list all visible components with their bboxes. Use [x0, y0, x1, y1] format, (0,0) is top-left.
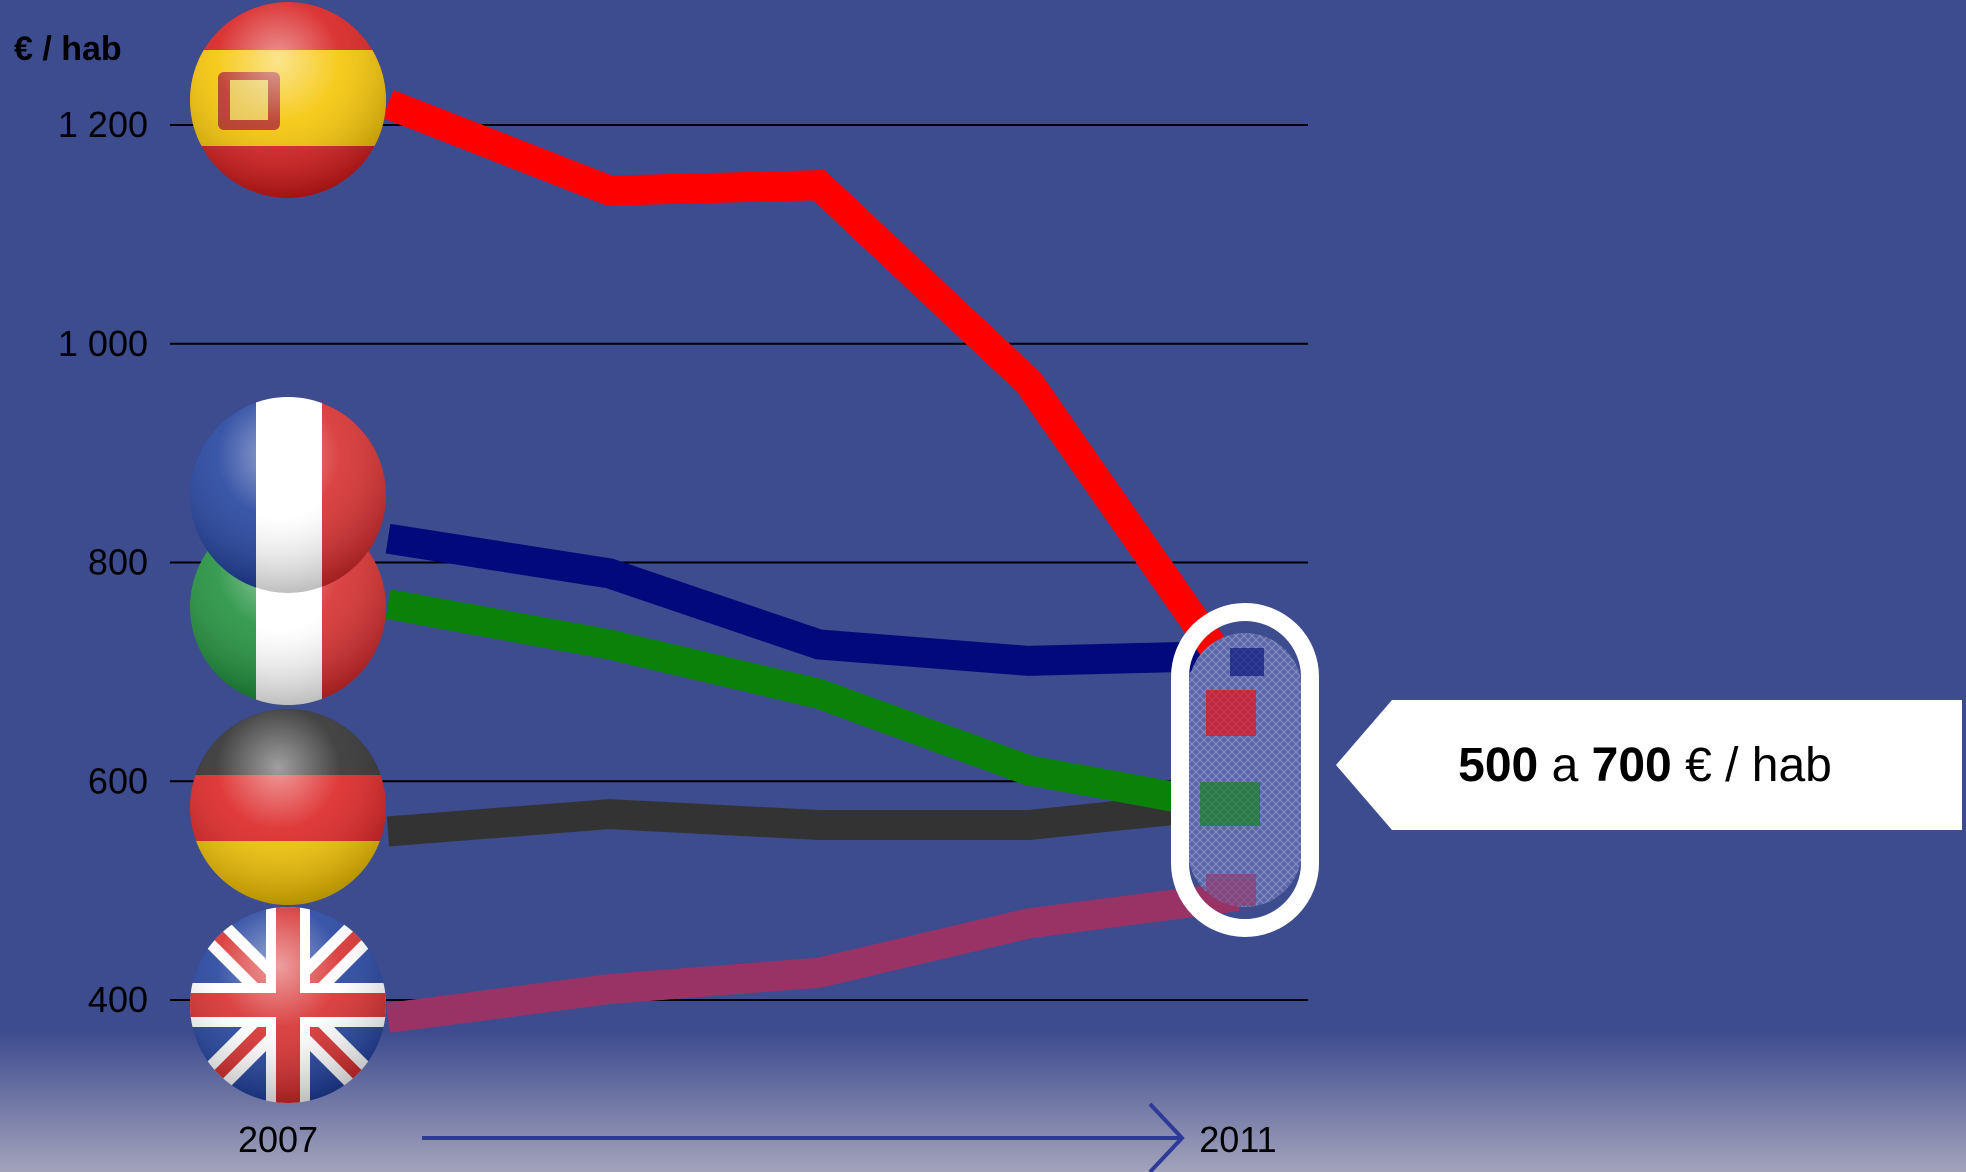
highlight-ring [1171, 603, 1319, 937]
series-line-france [385, 523, 1239, 676]
y-tick-label: 800 [88, 542, 148, 583]
y-axis-tick-labels: 400 600 800 1 000 1 200 [58, 104, 148, 1020]
x-axis-start-label: 2007 [238, 1119, 318, 1160]
series-line-spain [382, 89, 1251, 692]
highlight-segments [1200, 648, 1264, 906]
y-tick-label: 1 000 [58, 323, 148, 364]
callout-connector: a [1552, 739, 1579, 792]
callout-high: 700 [1592, 739, 1672, 792]
y-tick-label: 1 200 [58, 104, 148, 145]
callout: 500 a 700 € / hab [1336, 700, 1962, 830]
callout-text: 500 a 700 € / hab [1458, 739, 1832, 792]
series-line-italy [385, 589, 1241, 824]
series-line-uk [386, 881, 1240, 1033]
convergence-highlight [1171, 603, 1319, 937]
time-arrow [422, 1102, 1185, 1172]
series-lines [382, 89, 1251, 1033]
y-tick-label: 600 [88, 760, 148, 801]
callout-low: 500 [1458, 739, 1538, 792]
callout-unit: € / hab [1685, 739, 1832, 792]
spain-flag-icon [190, 2, 386, 198]
highlight-segment [1206, 690, 1256, 736]
series-line-germany [386, 788, 1240, 847]
highlight-segment [1230, 648, 1264, 676]
y-axis-label: € / hab [14, 30, 122, 68]
uk-flag-icon [190, 907, 386, 1103]
flags [190, 2, 386, 1103]
y-tick-label: 400 [88, 979, 148, 1020]
highlight-segment [1200, 782, 1260, 826]
france-flag-icon [190, 397, 386, 593]
callout-box [1336, 700, 1962, 830]
x-axis-end-label: 2011 [1199, 1119, 1276, 1160]
